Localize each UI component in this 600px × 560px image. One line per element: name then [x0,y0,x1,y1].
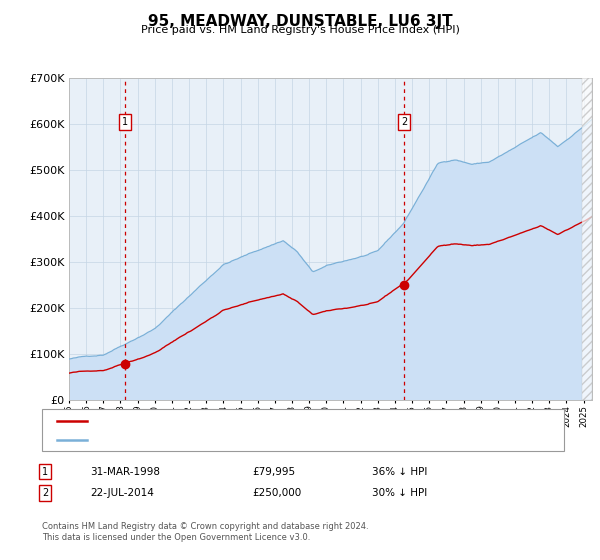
Text: 95, MEADWAY, DUNSTABLE, LU6 3JT (detached house): 95, MEADWAY, DUNSTABLE, LU6 3JT (detache… [93,416,367,426]
Text: Contains HM Land Registry data © Crown copyright and database right 2024.: Contains HM Land Registry data © Crown c… [42,522,368,531]
Text: Price paid vs. HM Land Registry's House Price Index (HPI): Price paid vs. HM Land Registry's House … [140,25,460,35]
Text: 2: 2 [401,117,407,127]
Text: £250,000: £250,000 [252,488,301,498]
Text: 22-JUL-2014: 22-JUL-2014 [90,488,154,498]
Text: 1: 1 [42,466,48,477]
Text: 1: 1 [122,117,128,127]
Text: 95, MEADWAY, DUNSTABLE, LU6 3JT: 95, MEADWAY, DUNSTABLE, LU6 3JT [148,14,452,29]
Text: £79,995: £79,995 [252,466,295,477]
Text: 2: 2 [42,488,48,498]
Text: 36% ↓ HPI: 36% ↓ HPI [372,466,427,477]
Text: HPI: Average price, detached house, Central Bedfordshire: HPI: Average price, detached house, Cent… [93,435,384,445]
Text: 31-MAR-1998: 31-MAR-1998 [90,466,160,477]
Text: This data is licensed under the Open Government Licence v3.0.: This data is licensed under the Open Gov… [42,533,310,542]
Text: 30% ↓ HPI: 30% ↓ HPI [372,488,427,498]
